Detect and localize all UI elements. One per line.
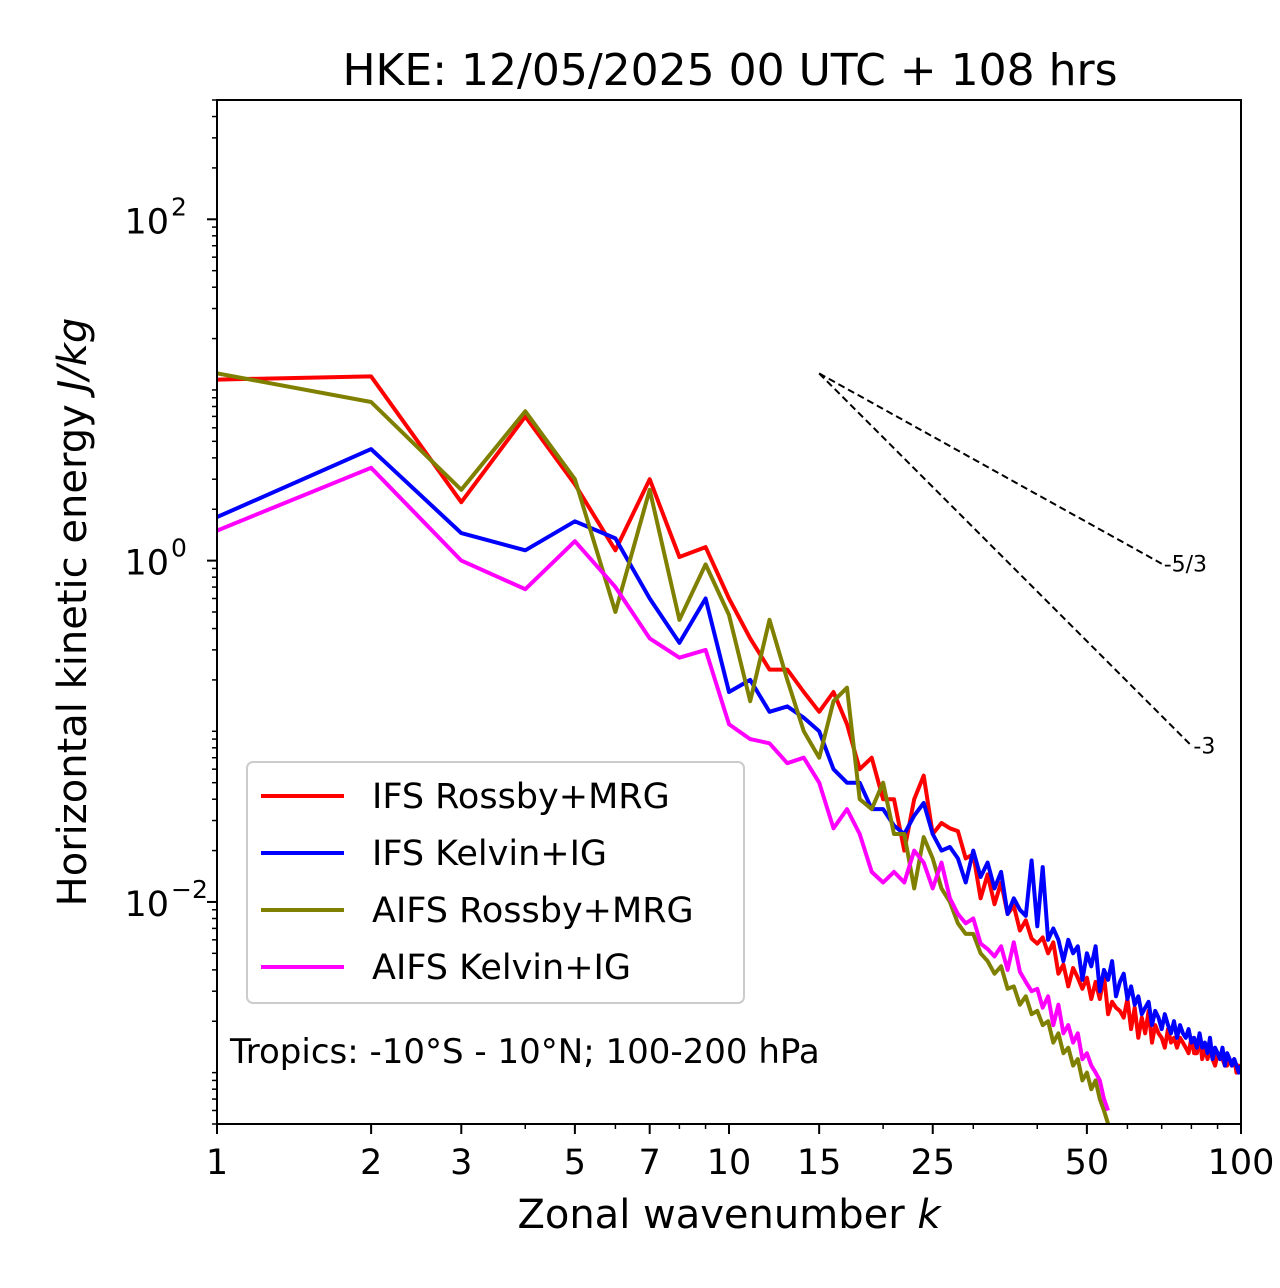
x-tick-label: 1 xyxy=(206,1143,228,1183)
y-tick-exponent: 2 xyxy=(171,192,187,221)
x-tick-label: 5 xyxy=(564,1143,586,1183)
legend-box xyxy=(246,761,745,1004)
legend: IFS Rossby+MRG IFS Kelvin+IG AIFS Rossby+M… xyxy=(246,761,745,1004)
y-axis-label: Horizontal kinetic energy J/kg xyxy=(50,318,96,907)
x-tick-label: 2 xyxy=(360,1143,382,1183)
x-axis: 1 2 3 5 7 10 15 25 50 100 xyxy=(206,1124,1275,1183)
legend-label-3: AIFS Rossby+MRG xyxy=(372,891,694,931)
y-tick-exponent: 0 xyxy=(171,534,187,563)
reference-slope-lines: -5/3 -3 xyxy=(818,372,1215,760)
legend-label-2: IFS Kelvin+IG xyxy=(372,834,607,874)
legend-label-4: AIFS Kelvin+IG xyxy=(372,948,631,988)
series-line-3 xyxy=(217,371,1111,1124)
x-axis-label: Zonal wavenumber k xyxy=(517,1192,942,1238)
series-line-4 xyxy=(217,465,1110,1112)
x-tick-label: 10 xyxy=(707,1143,752,1183)
x-tick-label: 100 xyxy=(1208,1143,1275,1183)
y-tick-label: 10 xyxy=(124,202,169,242)
x-tick-label: 3 xyxy=(450,1143,472,1183)
x-tick-label: 7 xyxy=(639,1143,661,1183)
legend-items: IFS Rossby+MRG IFS Kelvin+IG AIFS Rossby+M… xyxy=(261,777,694,988)
x-tick-label: 25 xyxy=(910,1143,955,1183)
y-tick-exponent: −2 xyxy=(171,875,208,904)
plot-series xyxy=(217,371,1241,1124)
y-tick-label: 10 xyxy=(124,885,169,925)
y-tick-label: 10 xyxy=(124,544,169,584)
series-line-2 xyxy=(217,447,1241,1075)
x-tick-label: 15 xyxy=(797,1143,842,1183)
chart-title: HKE: 12/05/2025 00 UTC + 108 hrs xyxy=(342,45,1117,96)
reference-label-2: -3 xyxy=(1193,735,1215,760)
reference-label-1: -5/3 xyxy=(1164,553,1207,578)
legend-label-1: IFS Rossby+MRG xyxy=(372,777,670,817)
x-tick-label: 50 xyxy=(1065,1143,1110,1183)
region-annotation: Tropics: -10°S - 10°N; 100-200 hPa xyxy=(229,1032,820,1072)
